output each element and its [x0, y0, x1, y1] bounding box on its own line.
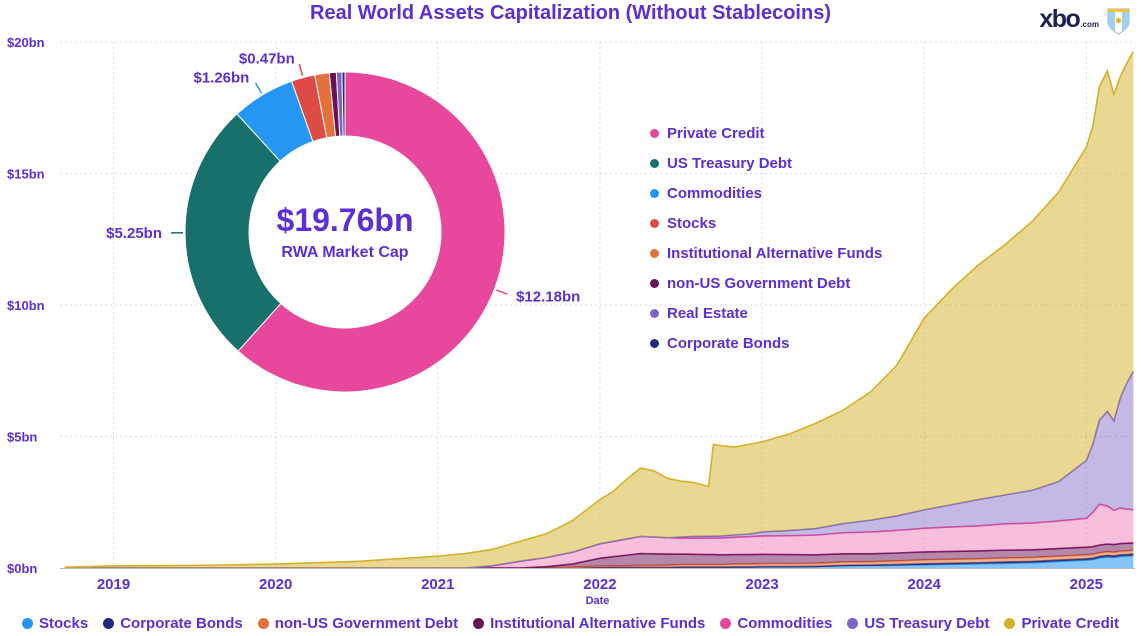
legend-label: Corporate Bonds — [667, 334, 790, 352]
x-tick-label: 2021 — [421, 576, 454, 593]
legend-label: Real Estate — [667, 304, 748, 322]
legend-swatch-icon — [650, 308, 659, 318]
donut-slice-us-treasury-debt — [184, 113, 282, 352]
legend-item-institutional-alternative-funds[interactable]: Institutional Alternative Funds — [473, 615, 705, 632]
axis-labels: $0bn $5bn $10bn $15bn $20bn 2019 2020 2021 2022 2… — [7, 35, 1103, 607]
legend-swatch-icon — [650, 338, 659, 348]
x-tick-label: 2024 — [908, 576, 942, 593]
legend-label: Stocks — [667, 214, 717, 232]
area-private-credit — [64, 51, 1134, 568]
legend-item-non-us-government-debt[interactable]: non-US Government Debt — [257, 615, 459, 632]
legend-item-commodities[interactable]: Commodities — [720, 615, 832, 632]
x-tick-label: 2023 — [745, 576, 778, 593]
legend-item-us-treasury-debt[interactable]: US Treasury Debt — [847, 615, 989, 632]
x-tick-label: 2020 — [259, 576, 292, 593]
y-tick-label: $0bn — [7, 561, 37, 576]
y-tick-label: $10bn — [7, 298, 45, 313]
legend-label: US Treasury Debt — [864, 615, 990, 632]
donut-callout: $1.26bn — [193, 70, 249, 87]
donut-legend: Private Credit US Treasury Debt Commoditie… — [650, 118, 882, 358]
y-tick-label: $5bn — [7, 430, 37, 445]
donut-slice-private-credit — [237, 71, 506, 393]
legend-item-corporate-bonds[interactable]: Corporate Bonds — [103, 615, 243, 632]
donut-chart: $12.18bn $5.25bn $1.26bn $0.47bn — [106, 50, 580, 393]
x-tick-label: 2019 — [97, 576, 130, 593]
area-commodities — [64, 504, 1134, 568]
legend-swatch-icon — [257, 618, 269, 629]
brand-tld: .com — [1080, 20, 1099, 29]
legend-swatch-icon — [473, 618, 485, 629]
legend-label: Corporate Bonds — [120, 615, 243, 632]
x-tick-label: 2025 — [1070, 576, 1103, 593]
legend-item-stocks[interactable]: Stocks — [650, 208, 882, 238]
area-legend: Stocks Corporate Bonds non-US Government D… — [0, 615, 1141, 632]
legend-label: Commodities — [737, 615, 833, 632]
donut-callout: $0.47bn — [239, 50, 295, 67]
brand-logo[interactable]: xbo.com — [1039, 7, 1131, 36]
legend-item-us-treasury-debt[interactable]: US Treasury Debt — [650, 148, 882, 178]
legend-label: Private Credit — [667, 124, 765, 142]
legend-swatch-icon — [650, 188, 659, 198]
legend-item-real-estate[interactable]: Real Estate — [650, 298, 882, 328]
legend-label: non-US Government Debt — [667, 274, 851, 292]
chart-title: Real World Assets Capitalization (Withou… — [310, 2, 831, 24]
legend-swatch-icon — [650, 128, 659, 138]
legend-swatch-icon — [847, 618, 859, 629]
legend-label: Institutional Alternative Funds — [490, 615, 706, 632]
y-tick-label: $20bn — [7, 35, 45, 50]
legend-swatch-icon — [1004, 618, 1016, 629]
legend-item-private-credit[interactable]: Private Credit — [650, 118, 882, 148]
brand-name: xbo — [1039, 5, 1080, 33]
legend-item-institutional-alternative-funds[interactable]: Institutional Alternative Funds — [650, 238, 882, 268]
legend-item-commodities[interactable]: Commodities — [650, 178, 882, 208]
legend-swatch-icon — [650, 158, 659, 168]
donut-slice-corporate-bonds — [341, 71, 346, 137]
brand-wordmark: xbo.com — [1039, 7, 1099, 32]
legend-item-private-credit[interactable]: Private Credit — [1004, 615, 1119, 632]
legend-label: US Treasury Debt — [667, 154, 793, 172]
area-stocks — [64, 555, 1134, 568]
legend-label: Private Credit — [1021, 615, 1119, 632]
area-non-us-government-debt — [64, 550, 1134, 568]
y-tick-label: $15bn — [7, 167, 45, 182]
legend-label: Institutional Alternative Funds — [667, 244, 883, 262]
legend-item-stocks[interactable]: Stocks — [22, 615, 88, 632]
legend-swatch-icon — [650, 218, 659, 228]
legend-swatch-icon — [103, 618, 115, 629]
legend-swatch-icon — [650, 278, 659, 288]
donut-callout: $12.18bn — [516, 288, 580, 305]
x-tick-label: 2022 — [583, 576, 616, 593]
legend-swatch-icon — [22, 618, 34, 629]
x-axis-title: Date — [586, 595, 610, 607]
legend-label: non-US Government Debt — [274, 615, 459, 632]
legend-item-corporate-bonds[interactable]: Corporate Bonds — [650, 328, 882, 358]
legend-label: Commodities — [667, 184, 763, 202]
legend-swatch-icon — [720, 618, 732, 629]
donut-callout: $5.25bn — [106, 225, 162, 242]
legend-label: Stocks — [39, 615, 89, 632]
legend-swatch-icon — [650, 248, 659, 258]
crest-icon — [1107, 8, 1130, 35]
area-institutional-alternative-funds — [64, 542, 1134, 568]
legend-item-non-us-government-debt[interactable]: non-US Government Debt — [650, 268, 882, 298]
